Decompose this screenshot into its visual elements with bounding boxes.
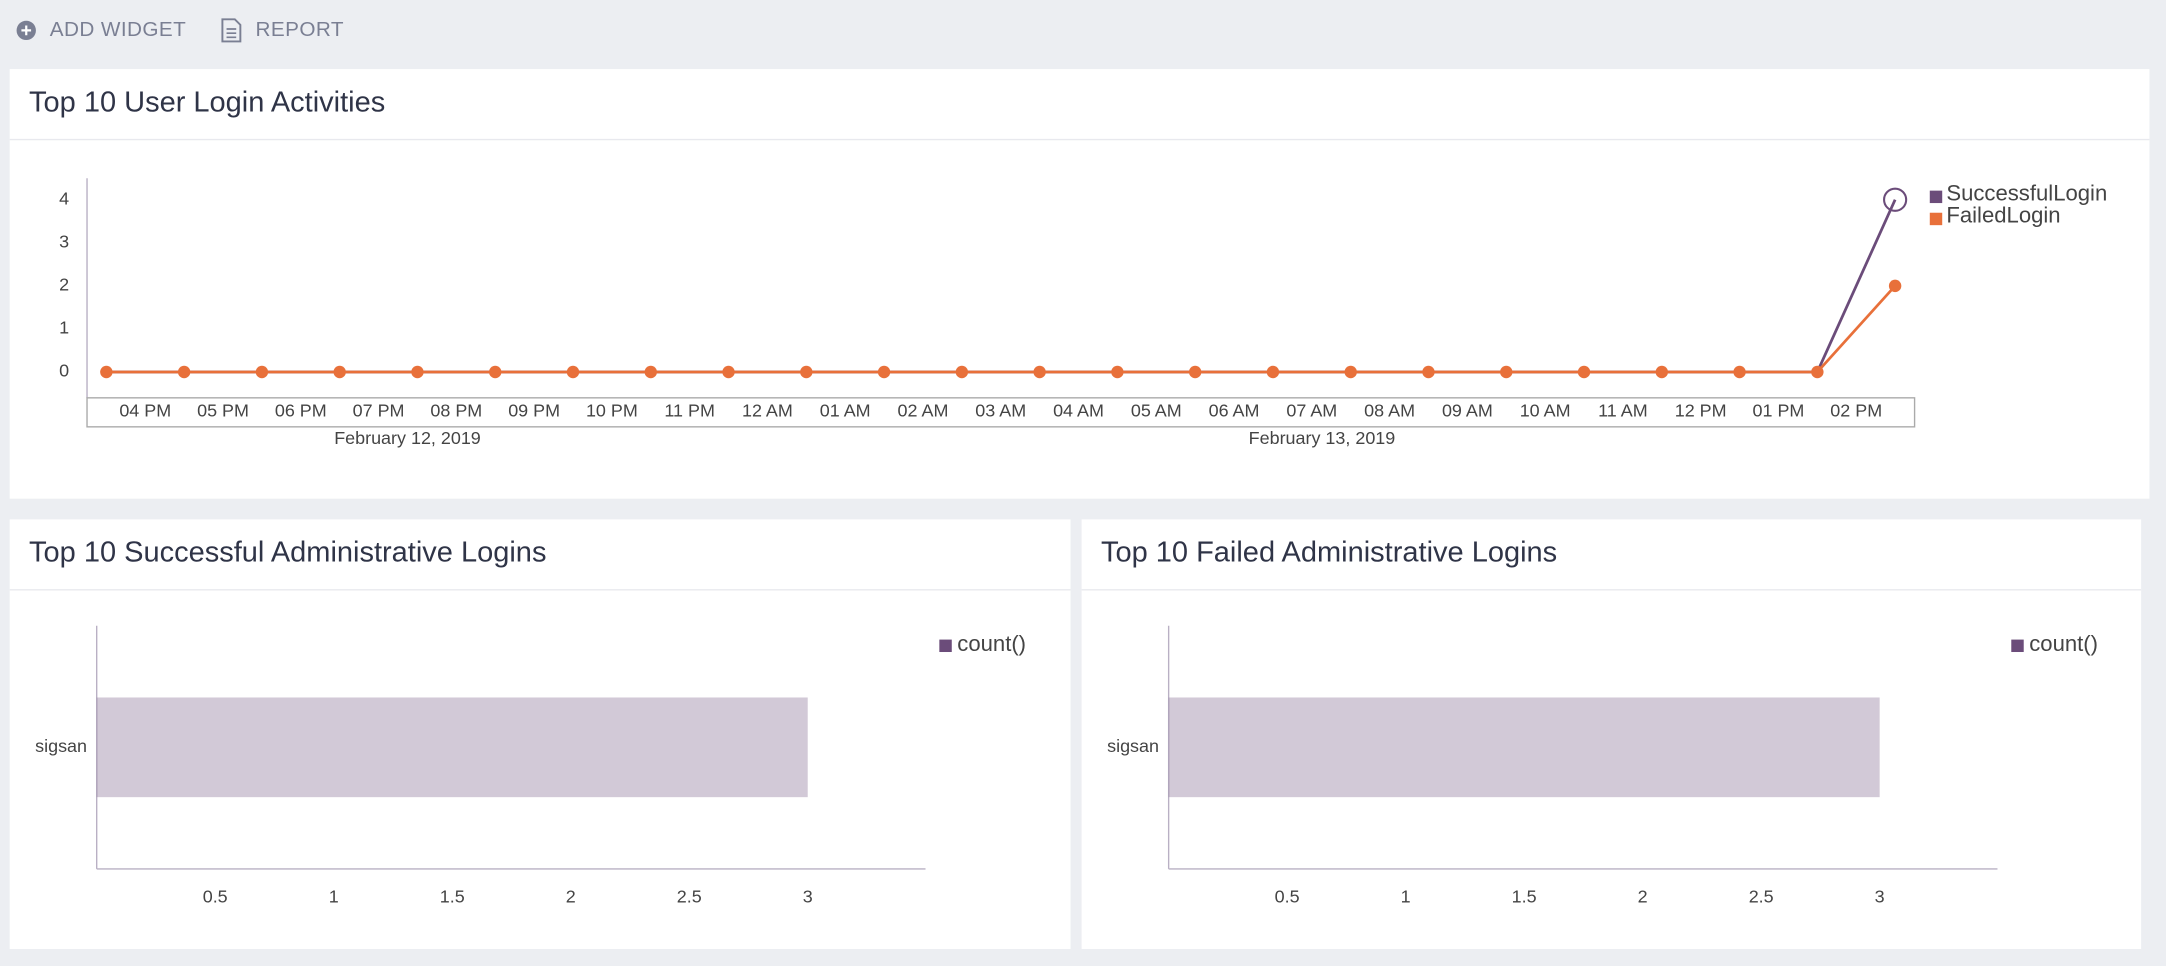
data-point — [722, 365, 735, 379]
add-widget-button[interactable]: ADD WIDGET — [16, 18, 187, 41]
x-tick-label: 12 PM — [1675, 400, 1727, 420]
x-tick-label: 09 PM — [508, 400, 560, 420]
x-tick-label: 08 PM — [430, 400, 482, 420]
data-point — [1111, 365, 1124, 379]
legend-swatch — [939, 639, 952, 653]
widget-title: Top 10 Successful Administrative Logins — [29, 537, 546, 569]
x-tick-label: 10 PM — [586, 400, 638, 420]
legend-swatch — [1929, 190, 1943, 204]
add-icon-plus — [21, 25, 32, 36]
y-tick-label: 0 — [59, 361, 69, 381]
widget-panel — [9, 69, 2150, 499]
y-tick-label: 4 — [59, 188, 69, 208]
x-tick-label: 06 PM — [275, 400, 327, 420]
x-tick-label: 05 AM — [1131, 400, 1182, 420]
x-tick-label: 03 AM — [975, 400, 1026, 420]
data-point — [1266, 365, 1280, 379]
y-tick-label: 3 — [59, 232, 69, 252]
series-line — [106, 284, 1897, 374]
data-point — [177, 365, 191, 379]
bar — [96, 697, 808, 798]
data-point — [100, 365, 113, 379]
x-tick-label: 0.5 — [203, 887, 228, 907]
x-tick-label: 3 — [803, 887, 813, 907]
widget-title: Top 10 Failed Administrative Logins — [1101, 537, 1557, 569]
date-label: February 12, 2019 — [334, 428, 481, 448]
widget-title: Top 10 User Login Activities — [29, 86, 385, 118]
x-tick-label: 02 PM — [1830, 400, 1882, 420]
legend-label: SuccessfulLogin — [1946, 181, 2107, 206]
x-tick-label: 06 AM — [1209, 400, 1260, 420]
y-tick-label: sigsan — [1107, 736, 1159, 756]
x-tick-label: 2.5 — [677, 887, 702, 907]
data-point — [489, 365, 502, 379]
bar — [1168, 697, 1880, 798]
data-point — [1033, 365, 1046, 379]
x-tick-label: 05 PM — [197, 400, 249, 420]
data-point — [1655, 365, 1669, 379]
data-point — [566, 365, 580, 379]
x-tick-label: 01 AM — [820, 400, 871, 420]
x-tick-label: 07 AM — [1286, 400, 1337, 420]
data-point — [1422, 365, 1435, 379]
y-tick-label: sigsan — [35, 736, 87, 756]
x-tick-label: 07 PM — [353, 400, 405, 420]
widget-panel — [1081, 519, 2142, 950]
data-point — [1188, 365, 1202, 379]
data-point — [1577, 365, 1591, 379]
legend-label: FailedLogin — [1946, 203, 2060, 228]
x-tick-label: 02 AM — [898, 400, 949, 420]
x-tick-label: 04 PM — [119, 400, 171, 420]
x-tick-label: 0.5 — [1275, 887, 1300, 907]
toolbar: ADD WIDGET REPORT — [16, 18, 344, 43]
x-tick-label: 1.5 — [1512, 887, 1537, 907]
x-tick-label: 1.5 — [440, 887, 465, 907]
x-tick-label: 11 PM — [664, 400, 715, 420]
widget-panel — [9, 519, 1071, 950]
data-point — [800, 365, 813, 379]
x-tick-label: 09 AM — [1442, 400, 1493, 420]
data-point — [955, 365, 969, 379]
data-point — [333, 365, 346, 379]
x-tick-label: 1 — [329, 887, 339, 907]
legend-swatch — [1929, 212, 1943, 226]
data-point — [411, 365, 424, 379]
x-tick-label: 2 — [566, 887, 576, 907]
report-icon-lines — [226, 28, 237, 39]
report-button[interactable]: REPORT — [221, 18, 344, 43]
toolbar-button-label[interactable]: ADD WIDGET — [50, 18, 187, 41]
x-tick-label: 08 AM — [1364, 400, 1415, 420]
data-point — [1344, 365, 1357, 379]
x-tick-label: 04 AM — [1053, 400, 1104, 420]
x-tick-label: 11 AM — [1598, 400, 1648, 420]
x-tick-label: 01 PM — [1753, 400, 1805, 420]
date-label: February 13, 2019 — [1249, 428, 1396, 448]
x-tick-label: 3 — [1875, 887, 1885, 907]
x-tick-label: 12 AM — [742, 400, 793, 420]
report-icon — [221, 18, 242, 43]
data-point — [1888, 279, 1902, 293]
data-point — [1733, 365, 1746, 379]
data-point — [877, 365, 891, 379]
x-tick-label: 1 — [1401, 887, 1411, 907]
highlight-point — [1883, 187, 1908, 212]
legend-label: count() — [957, 631, 1026, 656]
x-axis-band — [86, 397, 1916, 428]
toolbar-button-label[interactable]: REPORT — [256, 18, 344, 41]
x-tick-label: 2 — [1638, 887, 1648, 907]
data-point — [1500, 365, 1513, 379]
legend-label: count() — [2029, 631, 2098, 656]
data-point — [255, 365, 269, 379]
legend-swatch — [2011, 639, 2024, 653]
x-tick-label: 2.5 — [1749, 887, 1774, 907]
y-tick-label: 1 — [59, 318, 69, 338]
data-point — [644, 365, 657, 379]
y-tick-label: 2 — [59, 275, 69, 295]
data-point — [1811, 365, 1824, 379]
x-tick-label: 10 AM — [1520, 400, 1571, 420]
